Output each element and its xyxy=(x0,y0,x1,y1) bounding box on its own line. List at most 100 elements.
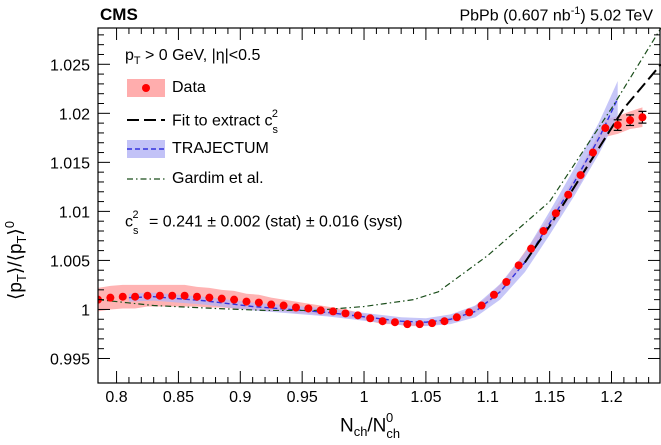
y-tick-label: 1 xyxy=(81,302,90,319)
data-point xyxy=(106,293,115,302)
data-point xyxy=(588,148,597,157)
data-point xyxy=(341,309,350,318)
x-tick-label: 1.15 xyxy=(534,389,565,406)
x-tick-label: 1 xyxy=(360,389,369,406)
y-tick-label: 0.995 xyxy=(50,351,90,368)
data-point xyxy=(205,293,214,302)
data-point xyxy=(279,301,288,310)
y-tick-label: 1.01 xyxy=(59,204,90,221)
energy-text: ) 5.02 TeV xyxy=(580,7,653,25)
data-point xyxy=(267,300,276,309)
data-point xyxy=(551,209,560,218)
data-point xyxy=(143,291,152,300)
data-point xyxy=(242,297,251,306)
data-point xyxy=(403,320,412,329)
data-point xyxy=(601,124,610,133)
data-point xyxy=(304,304,313,313)
data-point xyxy=(192,292,201,301)
result-value: = 0.241 ± 0.002 (stat) ± 0.016 (syst) xyxy=(144,213,403,231)
experiment-label: CMS xyxy=(100,5,138,24)
data-point xyxy=(230,295,239,304)
collision-system-label: PbPb (0.607 nb-1) 5.02 TeV xyxy=(459,6,653,24)
data-point xyxy=(254,298,263,307)
x-tick-label: 1.2 xyxy=(600,389,622,406)
legend-symbols xyxy=(127,79,165,180)
x-tick-label: 1.05 xyxy=(410,389,441,406)
x-tick-label: 0.8 xyxy=(105,389,127,406)
data-point xyxy=(489,290,498,299)
data-point xyxy=(118,292,127,301)
data-point xyxy=(415,320,424,329)
gardim-curve xyxy=(98,28,661,312)
data-markers xyxy=(98,110,647,329)
data-point xyxy=(465,308,474,317)
x-label-sup: 0 xyxy=(386,410,394,425)
y-label-mid: ⟩/⟨p xyxy=(5,243,27,275)
data-point xyxy=(155,291,164,300)
legend-fit-label: Fit to extract cs 2 xyxy=(172,108,284,135)
data-point xyxy=(452,313,461,322)
fit-curve xyxy=(524,63,661,263)
data-point xyxy=(613,121,622,130)
cut-pt-sub: T xyxy=(133,55,141,68)
system-text: PbPb (0.607 nb xyxy=(459,7,571,25)
trajectum-band xyxy=(128,80,618,327)
result-sub: s xyxy=(133,224,139,237)
data-point xyxy=(378,317,387,326)
x-label-sub2: ch xyxy=(386,426,401,442)
y-tick-label: 1.025 xyxy=(50,57,90,74)
x-label-slash: /N xyxy=(367,415,387,437)
lumi-exponent: -1 xyxy=(570,5,581,17)
data-point xyxy=(131,292,140,301)
legend-gardim-label: Gardim et al. xyxy=(172,170,264,187)
speed-of-sound-result: cs 2 = 0.241 ± 0.002 (stat) ± 0.016 (syst… xyxy=(125,209,403,236)
x-label-n: N xyxy=(340,415,354,437)
uncertainty-bands xyxy=(98,80,643,327)
data-point xyxy=(527,244,536,253)
y-label-sub2: T xyxy=(14,235,30,244)
data-point xyxy=(626,116,635,125)
data-point xyxy=(638,113,647,122)
data-point xyxy=(440,317,449,326)
x-tick-label: 0.95 xyxy=(287,389,318,406)
x-axis-label: Nch/Nch0 xyxy=(340,411,407,442)
data-point xyxy=(168,291,177,300)
y-tick-label: 1.02 xyxy=(59,106,90,123)
y-tick-label: 1.015 xyxy=(50,155,90,172)
y-label-sup: 0 xyxy=(2,220,17,229)
data-point xyxy=(291,303,300,312)
data-point xyxy=(217,294,226,303)
plot-frame xyxy=(97,27,661,384)
y-label-sub1: T xyxy=(14,274,30,283)
cut-pt: p xyxy=(125,47,134,64)
legend-fit-sup: 2 xyxy=(271,108,278,120)
data-point xyxy=(564,190,573,199)
legend-fit-sub: s xyxy=(272,123,278,136)
y-tick-label: 1.005 xyxy=(50,253,90,270)
x-tick-label: 0.85 xyxy=(163,389,194,406)
data-point xyxy=(539,226,548,235)
data-point xyxy=(180,291,189,300)
data-syst-band xyxy=(98,107,643,327)
model-curves xyxy=(98,28,661,323)
x-label-sub: ch xyxy=(353,424,368,440)
data-point xyxy=(316,306,325,315)
data-point xyxy=(576,171,585,180)
y-label-close: ⟩ xyxy=(5,228,27,236)
y-label-open: ⟨p xyxy=(5,282,27,300)
legend-trajectum-label: TRAJECTUM xyxy=(172,140,269,157)
legend-data-marker xyxy=(142,84,150,92)
result-c: c xyxy=(125,213,133,231)
data-point xyxy=(502,277,511,286)
data-point xyxy=(477,301,486,310)
x-tick-label: 1.1 xyxy=(477,389,499,406)
axis-ticks xyxy=(98,28,660,383)
legend-fit-text: Fit to extract c xyxy=(172,112,273,130)
result-sup: 2 xyxy=(132,209,139,221)
data-point xyxy=(366,314,375,323)
y-axis-label: ⟨pT⟩/⟨pT⟩0 xyxy=(2,220,30,300)
data-point xyxy=(514,261,523,270)
data-point xyxy=(329,307,338,316)
x-tick-label: 0.9 xyxy=(229,389,251,406)
